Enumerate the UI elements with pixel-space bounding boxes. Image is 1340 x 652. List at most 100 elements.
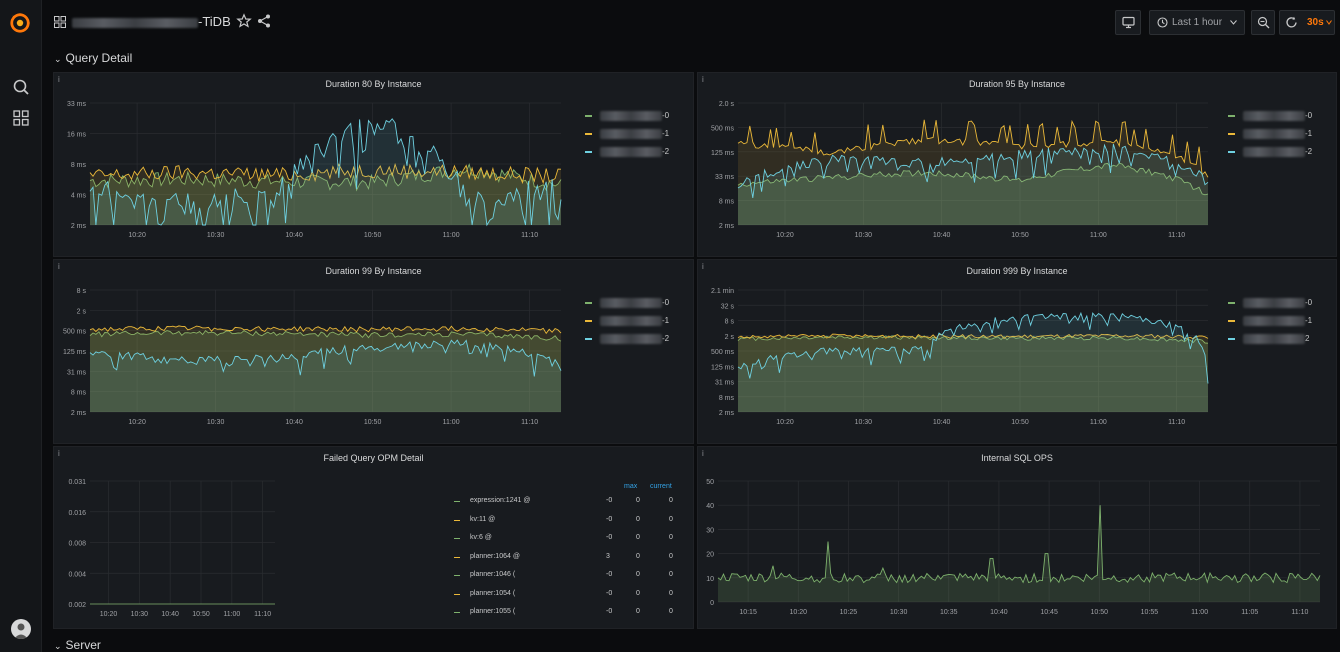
y-tick-label: 0.008 (68, 541, 86, 548)
panel-2[interactable]: i Duration 99 By Instance 8 s 2 s 500 ms 125 … (53, 259, 694, 444)
x-tick-label: 11:00 (443, 232, 460, 239)
x-tick-label: 10:20 (790, 609, 808, 616)
panel-1[interactable]: i Duration 95 By Instance 2.0 s 500 ms 125 m… (697, 72, 1337, 257)
zoom-out-button[interactable] (1251, 10, 1275, 35)
x-tick-label: 11:00 (1090, 419, 1107, 426)
table-row[interactable]: expression:1241 @ -0 0 0 (454, 495, 684, 509)
y-tick-label: 0.016 (68, 510, 86, 517)
sidebar (0, 0, 42, 652)
legend-item[interactable]: -1 (585, 129, 669, 139)
y-tick-label: 33 ms (67, 101, 87, 108)
legend-label: -1 (662, 316, 670, 326)
refresh-button[interactable]: 30s (1279, 10, 1335, 35)
table-row[interactable]: planner:1055 (-0 0 0 (454, 606, 684, 620)
y-tick-label: 40 (706, 503, 714, 510)
legend-item[interactable]: -0 (1228, 111, 1312, 121)
panel-info-icon[interactable]: i (702, 449, 704, 458)
x-tick-label: 10:55 (1141, 609, 1159, 616)
legend-swatch (454, 538, 460, 539)
table-row[interactable]: planner:1064 @ 3 0 0 (454, 551, 684, 565)
col-current-header[interactable]: current (650, 483, 672, 490)
legend-item[interactable]: 2 (1228, 334, 1309, 344)
legend-item[interactable]: -1 (1228, 316, 1312, 326)
table-row[interactable]: kv:6 @ -0 0 0 (454, 532, 684, 546)
table-row[interactable]: kv:11 @ -0 0 0 (454, 514, 684, 528)
table-row[interactable]: planner:1054 (-0 0 0 (454, 588, 684, 602)
time-range-picker[interactable]: Last 1 hour (1149, 10, 1245, 35)
share-icon[interactable] (256, 13, 272, 29)
panel-5[interactable]: i Internal SQL OPS 50 40 30 20 10 0 10:15 10:20 10… (697, 446, 1337, 629)
x-tick-label: 10:30 (207, 419, 225, 426)
panel-info-icon[interactable]: i (58, 262, 60, 271)
y-tick-label: 8 s (725, 319, 735, 326)
search-icon[interactable] (12, 78, 30, 96)
panel-title[interactable]: Duration 99 By Instance (325, 266, 422, 276)
apps-grid-icon (54, 16, 66, 28)
panel-title[interactable]: Duration 80 By Instance (325, 79, 422, 89)
panel-title[interactable]: Failed Query OPM Detail (323, 453, 424, 463)
legend-swatch (1228, 151, 1235, 153)
chart-svg: 2.1 min 32 s 8 s 2 s 500 ms 125 ms 31 ms 8 ms 2 … (711, 288, 1209, 426)
legend-swatch (1228, 338, 1235, 340)
col-max-header[interactable]: max (624, 483, 638, 490)
user-icon (14, 623, 28, 639)
avatar[interactable] (11, 619, 31, 639)
legend-label: -1 (662, 129, 670, 139)
panel-title[interactable]: Internal SQL OPS (981, 453, 1053, 463)
legend-swatch (454, 519, 460, 521)
legend-item[interactable]: -2 (1228, 147, 1312, 157)
dashboards-icon[interactable] (12, 109, 30, 127)
legend-swatch (585, 320, 592, 322)
panel-info-icon[interactable]: i (58, 449, 60, 458)
legend-item[interactable]: -2 (585, 334, 669, 344)
y-tick-label: 33 ms (715, 174, 735, 181)
legend-item[interactable]: -0 (585, 111, 669, 121)
redacted-text (1243, 147, 1305, 157)
y-tick-label: 0.004 (68, 571, 86, 578)
x-tick-label: 10:40 (285, 232, 303, 239)
x-tick-label: 10:40 (990, 609, 1008, 616)
legend-item[interactable]: -0 (585, 298, 669, 308)
panel-info-icon[interactable]: i (702, 75, 704, 84)
panel-info-icon[interactable]: i (58, 75, 60, 84)
y-tick-label: 8 s (77, 288, 87, 295)
legend-item[interactable]: -1 (1228, 129, 1312, 139)
x-tick-label: 10:25 (840, 609, 858, 616)
clock-icon (1157, 17, 1168, 28)
panel-0[interactable]: i Duration 80 By Instance 33 ms 16 ms 8 ms 4 … (53, 72, 694, 257)
panel-4[interactable]: i Failed Query OPM Detail 0.031 0.016 0.008 0… (53, 446, 694, 629)
table-row[interactable]: planner:1046 (-0 0 0 (454, 569, 684, 583)
row-header-server[interactable]: ⌄ Server (54, 638, 101, 652)
row-max: 0 (636, 534, 640, 541)
panel-title[interactable]: Duration 999 By Instance (966, 266, 1068, 276)
row-header-query-detail[interactable]: ⌄ Query Detail (54, 51, 133, 65)
series-line-2 (89, 339, 562, 377)
legend-swatch (454, 501, 460, 502)
x-tick-label: 10:35 (940, 609, 958, 616)
x-tick-label: 10:30 (890, 609, 908, 616)
row-suffix: -0 (606, 534, 613, 541)
row-label: planner:1055 ( (470, 608, 516, 615)
row-max: 0 (636, 589, 640, 597)
legend-item[interactable]: -1 (585, 316, 669, 326)
legend-item[interactable]: -2 (585, 147, 669, 157)
x-tick-label: 11:10 (1168, 232, 1185, 239)
panel-title[interactable]: Duration 95 By Instance (968, 79, 1066, 89)
refresh-icon (1286, 16, 1297, 28)
legend-label: -1 (1305, 129, 1313, 139)
legend-swatch (454, 575, 460, 576)
y-tick-label: 2 ms (71, 410, 87, 417)
legend-item[interactable]: -0 (1228, 298, 1312, 308)
row-suffix: -0 (606, 589, 613, 597)
series-area-1 (90, 164, 561, 225)
dashboard-title[interactable]: -TiDB (72, 14, 231, 29)
star-icon[interactable] (236, 13, 252, 29)
x-tick-label: 10:45 (1040, 609, 1058, 616)
dashboard-settings-button[interactable] (1115, 10, 1141, 35)
y-tick-label: 8 ms (719, 395, 735, 402)
panel-info-icon[interactable]: i (702, 262, 704, 271)
grafana-logo-icon[interactable] (9, 12, 31, 34)
zoom-out-icon (1257, 16, 1270, 29)
